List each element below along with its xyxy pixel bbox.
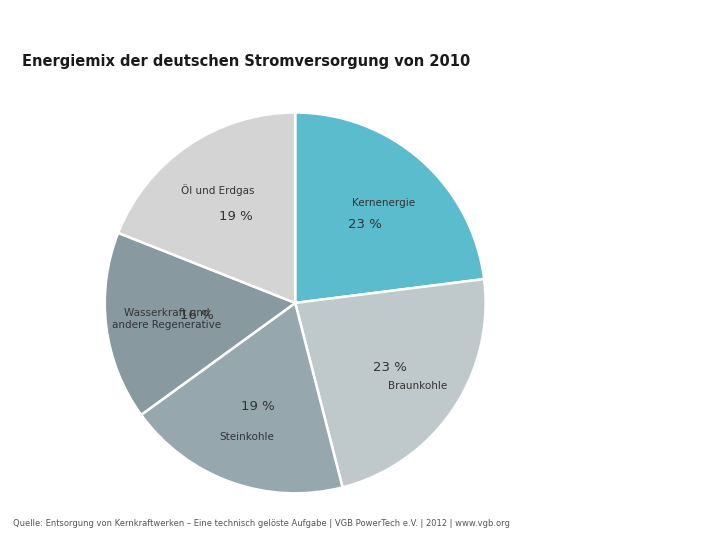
Text: 23 %: 23 %: [348, 218, 382, 231]
Wedge shape: [105, 233, 295, 415]
Wedge shape: [141, 303, 343, 494]
Wedge shape: [295, 279, 485, 488]
Text: Braunkohle: Braunkohle: [388, 381, 448, 391]
Text: Wasserkraft und
andere Regenerative: Wasserkraft und andere Regenerative: [112, 308, 221, 330]
Text: 16 %: 16 %: [180, 309, 214, 322]
Text: Kernenergie: Kernenergie: [352, 198, 415, 208]
Text: Energiemix der deutschen Stromversorgung von 2010: Energiemix der deutschen Stromversorgung…: [22, 54, 470, 69]
Wedge shape: [295, 112, 484, 303]
Text: 19 %: 19 %: [241, 400, 274, 413]
Text: Quelle: Entsorgung von Kernkraftwerken – Eine technisch gelöste Aufgabe | VGB Po: Quelle: Entsorgung von Kernkraftwerken –…: [13, 519, 510, 528]
Text: 19 %: 19 %: [220, 210, 253, 223]
Text: Steinkohle: Steinkohle: [220, 433, 274, 442]
Text: 23 %: 23 %: [373, 361, 407, 374]
Wedge shape: [118, 112, 295, 303]
Text: Öl und Erdgas: Öl und Erdgas: [181, 184, 255, 195]
